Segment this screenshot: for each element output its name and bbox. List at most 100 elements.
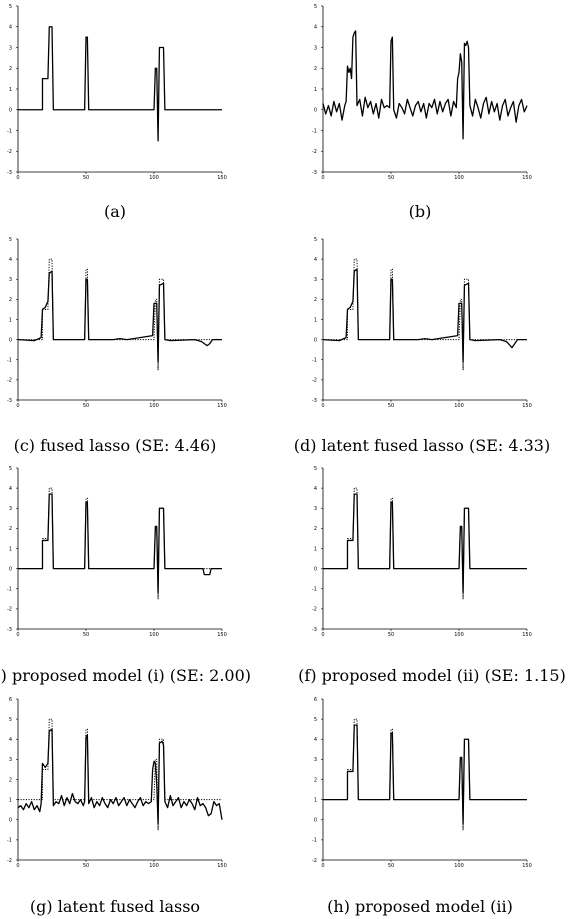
y-tick-label: -3 (312, 627, 317, 633)
y-tick-label: 4 (9, 486, 12, 492)
y-tick-label: 6 (314, 697, 317, 703)
x-tick-label: 150 (217, 632, 227, 637)
y-tick-label: 5 (9, 717, 12, 723)
x-tick-label: 150 (217, 403, 227, 408)
y-tick-label: 1 (314, 87, 317, 93)
y-tick-label: 4 (314, 25, 317, 31)
y-tick-label: 0 (9, 566, 12, 572)
y-tick-label: 5 (314, 717, 317, 723)
y-tick-label: 2 (314, 526, 317, 532)
series-line-solid (323, 724, 527, 825)
x-tick-label: 0 (321, 632, 324, 637)
x-tick-label: 50 (83, 632, 89, 637)
y-tick-label: 3 (314, 506, 317, 512)
x-tick-label: 150 (522, 175, 532, 180)
y-tick-label: 3 (9, 45, 12, 51)
panel-c: -3 -2 -1 0 1 2 3 4 5 0 50 100 150 (0, 233, 230, 408)
chart-h: -2 -1 0 1 2 3 4 5 6 0 50 100 150 (312, 697, 532, 868)
y-tick-label: 4 (9, 257, 12, 263)
y-tick-label: -2 (7, 149, 12, 155)
x-tick-label: 100 (149, 863, 159, 868)
series-line-solid (322, 268, 527, 363)
y-tick-label: 4 (314, 486, 317, 492)
caption-f: (f) proposed model (ii) (SE: 1.15) (298, 666, 566, 685)
caption-b: (b) (408, 202, 432, 221)
panel-h: -2 -1 0 1 2 3 4 5 6 0 50 100 150 (305, 693, 535, 868)
series-line-solid (18, 26, 222, 142)
x-tick-label: 0 (321, 175, 324, 180)
y-tick-label: -3 (7, 170, 12, 176)
series-line-dotted (18, 258, 222, 371)
y-tick-label: -2 (7, 378, 12, 384)
x-tick-label: 150 (217, 175, 227, 180)
y-tick-label: 1 (314, 797, 317, 803)
y-tick-label: -1 (7, 128, 12, 134)
x-tick-label: 50 (83, 403, 89, 408)
caption-d: (d) latent fused lasso (SE: 4.33) (293, 436, 551, 455)
y-tick-label: 0 (9, 108, 12, 114)
y-tick-label: 4 (9, 25, 12, 31)
caption-e: (e) proposed model (i) (SE: 2.00) (0, 666, 252, 685)
y-tick-label: -1 (312, 358, 317, 364)
x-tick-label: 50 (388, 863, 394, 868)
caption-g: (g) latent fused lasso (29, 897, 201, 916)
series-line-solid (17, 270, 222, 363)
x-tick-label: 100 (454, 863, 464, 868)
panel-f: -3 -2 -1 0 1 2 3 4 5 0 50 100 150 (305, 462, 535, 637)
y-tick-label: -2 (312, 149, 317, 155)
panel-d: -3 -2 -1 0 1 2 3 4 5 0 50 100 150 (305, 233, 535, 408)
y-tick-label: 1 (314, 317, 317, 323)
y-tick-label: 5 (314, 4, 317, 10)
y-tick-label: 6 (9, 697, 12, 703)
y-tick-label: -1 (312, 838, 317, 844)
x-tick-label: 150 (522, 863, 532, 868)
y-tick-label: -1 (7, 587, 12, 593)
y-tick-label: 3 (314, 45, 317, 51)
y-tick-label: 5 (314, 466, 317, 472)
series-line-solid (17, 728, 223, 825)
y-tick-label: 1 (9, 87, 12, 93)
panel-g: -2 -1 0 1 2 3 4 5 6 0 50 100 150 (0, 693, 230, 868)
x-tick-label: 0 (16, 863, 19, 868)
x-tick-label: 150 (522, 403, 532, 408)
x-tick-label: 0 (321, 403, 324, 408)
y-tick-label: -1 (312, 587, 317, 593)
y-tick-label: 2 (314, 66, 317, 72)
x-tick-label: 0 (321, 863, 324, 868)
x-tick-label: 100 (149, 175, 159, 180)
y-tick-label: 0 (9, 818, 12, 824)
caption-h: (h) proposed model (ii) (327, 897, 513, 916)
y-tick-label: -1 (7, 358, 12, 364)
series-line-dotted (18, 718, 222, 831)
x-tick-label: 50 (388, 632, 394, 637)
y-tick-label: 5 (314, 237, 317, 243)
x-tick-label: 100 (454, 632, 464, 637)
y-tick-label: 5 (9, 4, 12, 10)
y-tick-label: -2 (312, 858, 317, 864)
y-tick-label: -2 (312, 378, 317, 384)
y-tick-label: 3 (9, 757, 12, 763)
x-tick-label: 150 (522, 632, 532, 637)
y-tick-label: 1 (9, 546, 12, 552)
y-tick-label: 0 (9, 337, 12, 343)
y-tick-label: 0 (314, 818, 317, 824)
y-tick-label: -3 (312, 398, 317, 404)
x-tick-label: 150 (217, 863, 227, 868)
y-tick-label: -2 (7, 607, 12, 613)
y-tick-label: 1 (9, 317, 12, 323)
y-tick-label: 5 (9, 237, 12, 243)
y-tick-label: -1 (7, 838, 12, 844)
series-line-solid (18, 493, 222, 594)
y-tick-label: -3 (312, 170, 317, 176)
y-tick-label: 4 (9, 737, 12, 743)
series-line-solid (322, 30, 528, 140)
panel-a: -3 -2 -1 0 1 2 3 4 5 0 50 100 150 (0, 0, 230, 180)
caption-a: (a) (103, 202, 127, 221)
panel-e: -3 -2 -1 0 1 2 3 4 5 0 50 100 150 (0, 462, 230, 637)
x-tick-label: 0 (16, 632, 19, 637)
y-tick-label: 2 (9, 526, 12, 532)
y-tick-label: 4 (314, 257, 317, 263)
